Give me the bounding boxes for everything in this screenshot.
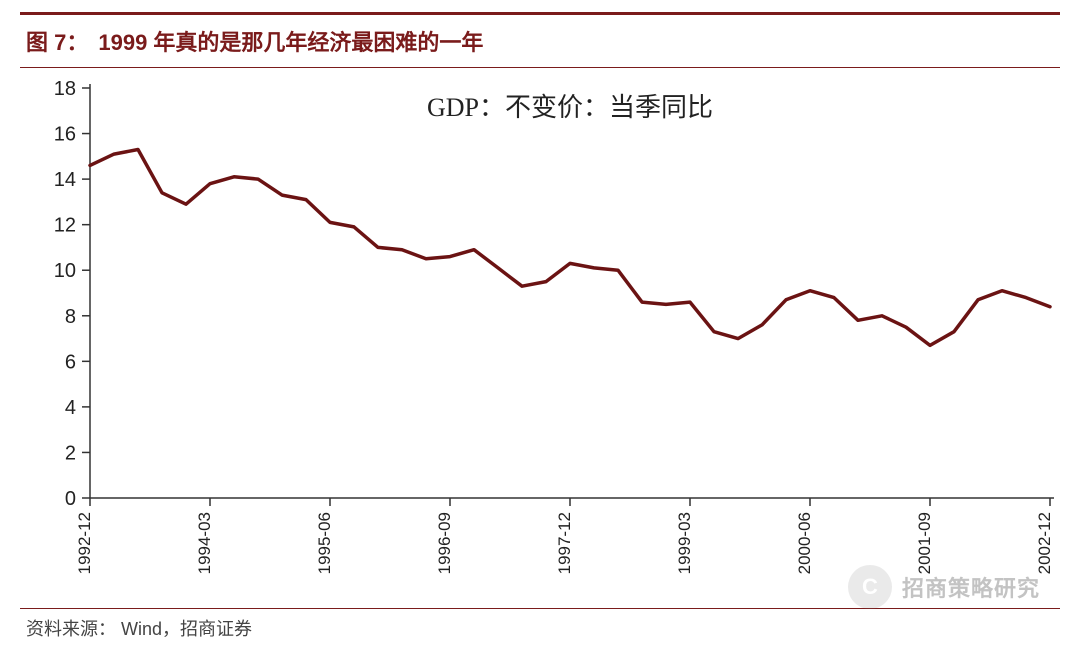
svg-text:2000-06: 2000-06 [795,512,814,574]
svg-text:GDP：不变价：当季同比: GDP：不变价：当季同比 [427,93,713,122]
svg-text:1994-03: 1994-03 [195,512,214,574]
svg-text:2: 2 [65,442,76,464]
svg-text:1997-12: 1997-12 [555,512,574,574]
svg-text:4: 4 [65,397,76,419]
svg-text:18: 18 [54,78,76,100]
svg-text:6: 6 [65,351,76,373]
svg-text:2002-12: 2002-12 [1035,512,1054,574]
figure-number: 图 7： [26,25,88,57]
svg-text:16: 16 [54,124,76,146]
svg-text:8: 8 [65,306,76,328]
svg-text:1992-12: 1992-12 [75,512,94,574]
svg-text:0: 0 [65,488,76,510]
svg-text:14: 14 [54,169,76,191]
svg-text:1999-03: 1999-03 [675,512,694,574]
line-chart-svg: 0 2 4 6 8 10 12 14 16 18 1992-12 1994-03 1995-06 1996… [20,68,1060,588]
figure-title: 1999 年真的是那几年经济最困难的一年 [98,25,483,57]
figure-header: 图 7： 1999 年真的是那几年经济最困难的一年 [20,12,1060,68]
source-text: Wind，招商证券 [121,619,252,639]
source-label: 资料来源： [26,619,116,639]
svg-text:10: 10 [54,260,76,282]
figure-source: 资料来源： Wind，招商证券 [20,608,1060,641]
svg-text:2001-09: 2001-09 [915,512,934,574]
svg-text:1995-06: 1995-06 [315,512,334,574]
svg-text:12: 12 [54,215,76,237]
chart-area: 0 2 4 6 8 10 12 14 16 18 1992-12 1994-03 1995-06 1996… [20,68,1060,608]
svg-text:1996-09: 1996-09 [435,512,454,574]
